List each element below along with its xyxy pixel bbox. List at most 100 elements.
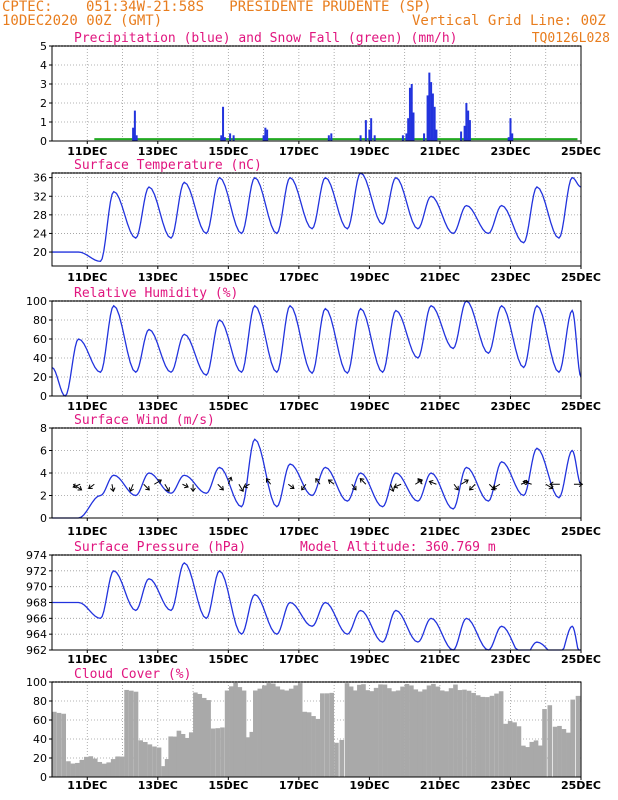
cloud-bar — [315, 718, 321, 777]
cloud-bar — [466, 690, 472, 777]
wind-vector — [164, 483, 170, 492]
precip-bar — [435, 129, 438, 141]
panel-4-xtick-label: 25DEC — [561, 525, 601, 538]
panel-2-xtick-label: 11DEC — [67, 271, 107, 284]
panel-3-ytick-label: 100 — [26, 295, 47, 308]
cloud-bar — [444, 691, 449, 777]
precip-bar — [222, 106, 225, 141]
precip-bar — [465, 103, 468, 141]
panel-2-ytick-label: 32 — [33, 190, 47, 203]
panel-4-ytick-label: 2 — [40, 490, 47, 503]
cloud-bar — [172, 736, 178, 777]
cloud-bar — [288, 688, 294, 777]
wind-arrowhead — [315, 477, 320, 483]
cloud-bar — [215, 728, 221, 777]
cloud-bar — [557, 725, 562, 777]
wind-vector — [111, 484, 114, 492]
panel-1-xtick-label: 23DEC — [490, 145, 530, 158]
panel-2-ytick-label: 20 — [33, 246, 47, 259]
panel-5-xtick-label: 15DEC — [208, 653, 248, 666]
panel-6-xtick-label: 25DEC — [561, 779, 601, 792]
cloud-bar — [431, 683, 436, 777]
panel-5-xtick-label: 17DEC — [279, 653, 319, 666]
panel-6-ytick-label: 100 — [26, 676, 47, 689]
cloud-bar — [249, 731, 255, 777]
wind-arrowhead — [243, 483, 248, 489]
wind-arrowhead — [265, 477, 271, 483]
wind-vector — [182, 483, 189, 488]
cloud-bar — [503, 723, 509, 777]
wind-vector — [429, 480, 437, 485]
cloud-bar — [348, 686, 354, 777]
cloud-bar — [75, 762, 80, 777]
cloud-bar — [115, 756, 120, 777]
panel-4-ytick-label: 8 — [40, 422, 47, 435]
cloud-bar — [417, 691, 423, 777]
wind-arrowhead — [77, 485, 83, 491]
cloud-bar — [507, 721, 513, 777]
wind-arrowhead — [522, 479, 528, 485]
cloud-bar — [512, 722, 517, 777]
panel-4-title: Surface Wind (m/s) — [74, 413, 215, 428]
wind-arrowhead — [389, 487, 395, 493]
wind-arrowhead — [417, 477, 423, 483]
precip-bar — [220, 135, 223, 141]
wind-arrowhead — [428, 479, 434, 486]
cloud-bar — [161, 766, 166, 777]
wind-vector — [492, 483, 501, 489]
cloud-bar — [391, 691, 397, 777]
panel-6-ytick-label: 60 — [33, 714, 47, 727]
cloud-bar — [142, 741, 148, 777]
cloud-bar — [462, 689, 467, 777]
wind-arrowhead — [578, 481, 584, 488]
cloud-bar — [184, 737, 190, 777]
wind-vector — [315, 478, 321, 485]
header-grid-note: Vertical Grid Line: 00Z — [412, 13, 606, 29]
precip-bar — [370, 118, 373, 141]
cloud-bar — [180, 733, 186, 777]
precip-bar — [229, 133, 232, 141]
panel-1-ytick-label: 1 — [40, 116, 47, 129]
precip-bar — [468, 120, 471, 141]
panel-5-ytick-label: 964 — [26, 628, 47, 641]
panel-5-xtick-label: 13DEC — [138, 653, 178, 666]
panel-6-ytick-label: 80 — [33, 695, 47, 708]
cloud-bar — [52, 711, 57, 777]
cloud-bar — [334, 742, 339, 777]
panel-4-xtick-label: 21DEC — [420, 525, 460, 538]
panel-4-xtick-label: 11DEC — [67, 525, 107, 538]
panel-3-title: Relative Humidity (%) — [74, 286, 238, 301]
cloud-bar — [306, 712, 312, 777]
cloud-bar — [279, 689, 285, 777]
cloud-bar — [516, 726, 522, 777]
cloud-bar — [201, 697, 207, 777]
cloud-bar — [97, 761, 103, 777]
wind-vector — [88, 483, 95, 489]
wind-arrowhead — [128, 487, 134, 493]
cloud-bar — [339, 739, 345, 777]
panel-6-xtick-label: 15DEC — [208, 779, 248, 792]
cloud-bar — [475, 695, 481, 777]
cloud-bar — [152, 746, 157, 777]
wind-vector — [460, 479, 469, 485]
panel-1-xtick-label: 15DEC — [208, 145, 248, 158]
cloud-bar — [480, 696, 486, 777]
cloud-bar — [373, 687, 379, 777]
panel-2-xtick-label: 19DEC — [349, 271, 389, 284]
cloud-bar — [245, 737, 251, 777]
cloud-bar — [537, 745, 543, 777]
precip-bar — [364, 120, 367, 141]
cloud-bar — [570, 699, 576, 777]
cloud-bar — [168, 736, 173, 777]
precip-bar — [330, 133, 333, 141]
cloud-bar — [92, 758, 98, 777]
panel-3-ytick-label: 80 — [33, 314, 47, 327]
panel-6-xtick-label: 19DEC — [349, 779, 389, 792]
cloud-bar — [138, 740, 144, 777]
cloud-bar — [66, 761, 71, 777]
panel-6-xtick-label: 13DEC — [138, 779, 178, 792]
cloud-bar — [147, 744, 153, 777]
precip-bar — [408, 87, 411, 141]
panel-3-ytick-label: 60 — [33, 333, 47, 346]
cloud-bar — [84, 756, 89, 777]
